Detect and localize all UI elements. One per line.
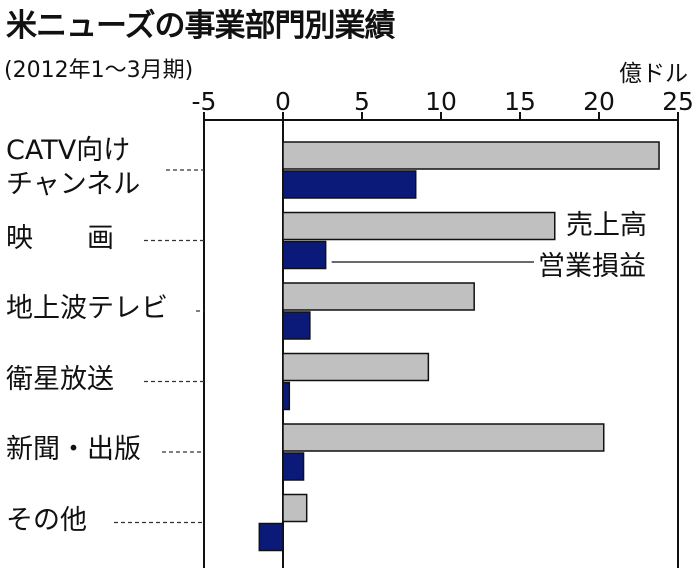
category-label: 衛星放送 <box>6 363 114 395</box>
bar-operating-income <box>282 311 311 340</box>
bar-operating-income <box>282 381 291 411</box>
category-label: 新聞・出版 <box>6 434 141 465</box>
chart-title: 米ニューズの事業部門別業績 <box>6 8 395 44</box>
bar-sales <box>282 282 475 311</box>
bar-sales <box>282 493 308 523</box>
category-label: その他 <box>6 504 87 536</box>
bar-sales <box>282 141 660 170</box>
bar-operating-income <box>282 170 417 199</box>
bar-sales <box>282 352 430 382</box>
x-tick-label: 15 <box>504 87 536 116</box>
x-tick-label: 10 <box>425 87 457 116</box>
x-tick-label: -5 <box>192 87 217 116</box>
legend-sales: 売上高 <box>566 210 647 241</box>
category-label: 映 画 <box>6 222 114 254</box>
bar-operating-income <box>282 452 305 481</box>
legend-operating-income: 営業損益 <box>538 251 646 282</box>
bar-operating-income <box>258 522 284 552</box>
x-tick-label: 5 <box>354 87 370 116</box>
x-tick-label: 20 <box>583 87 615 116</box>
category-label: 地上波テレビ <box>6 293 168 324</box>
category-label: CATV向け チャンネル <box>6 135 141 200</box>
bar-operating-income <box>282 240 327 270</box>
x-tick-label: 25 <box>662 87 694 116</box>
unit-label: 億ドル <box>619 61 688 87</box>
bar-sales <box>282 211 556 241</box>
chart-subtitle: (2012年1〜3月期) <box>4 58 194 83</box>
x-tick-label: 0 <box>275 87 291 116</box>
bar-sales <box>282 423 605 452</box>
